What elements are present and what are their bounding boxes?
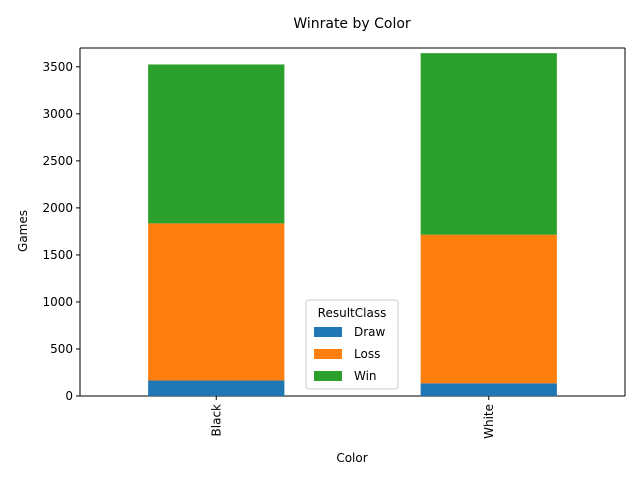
bar-loss-white bbox=[420, 234, 557, 384]
x-axis-label: Color bbox=[336, 451, 367, 465]
y-tick-label: 2500 bbox=[42, 154, 73, 168]
y-axis: 0 500 1000 1500 2000 2500 3000 3500 bbox=[42, 60, 80, 403]
bar-draw-black bbox=[148, 380, 285, 396]
bar-draw-white bbox=[420, 383, 557, 396]
bar-win-white bbox=[420, 53, 557, 235]
y-tick-label: 3500 bbox=[42, 60, 73, 74]
legend-label-loss: Loss bbox=[354, 347, 380, 361]
chart-title: Winrate by Color bbox=[293, 16, 411, 32]
y-tick-label: 3000 bbox=[42, 107, 73, 121]
x-axis: Black White bbox=[209, 396, 496, 439]
bar-win-black bbox=[148, 64, 285, 224]
y-tick-label: 500 bbox=[50, 342, 73, 356]
legend-label-draw: Draw bbox=[354, 325, 386, 339]
legend-swatch-draw bbox=[314, 327, 342, 337]
legend-label-win: Win bbox=[354, 369, 377, 383]
legend-title: ResultClass bbox=[318, 306, 387, 320]
x-tick-label: White bbox=[482, 404, 496, 439]
y-tick-label: 1000 bbox=[42, 295, 73, 309]
bars bbox=[148, 53, 557, 396]
x-tick-label: Black bbox=[209, 404, 223, 437]
legend-box bbox=[305, 299, 399, 390]
bar-loss-black bbox=[148, 223, 285, 381]
y-tick-label: 0 bbox=[65, 389, 73, 403]
y-tick-label: 1500 bbox=[42, 248, 73, 262]
legend: ResultClass Draw Loss Win bbox=[305, 299, 399, 390]
legend-swatch-loss bbox=[314, 349, 342, 359]
legend-items: Draw Loss Win bbox=[314, 325, 386, 383]
y-axis-label: Games bbox=[16, 210, 30, 252]
legend-swatch-win bbox=[314, 371, 342, 381]
y-tick-label: 2000 bbox=[42, 201, 73, 215]
